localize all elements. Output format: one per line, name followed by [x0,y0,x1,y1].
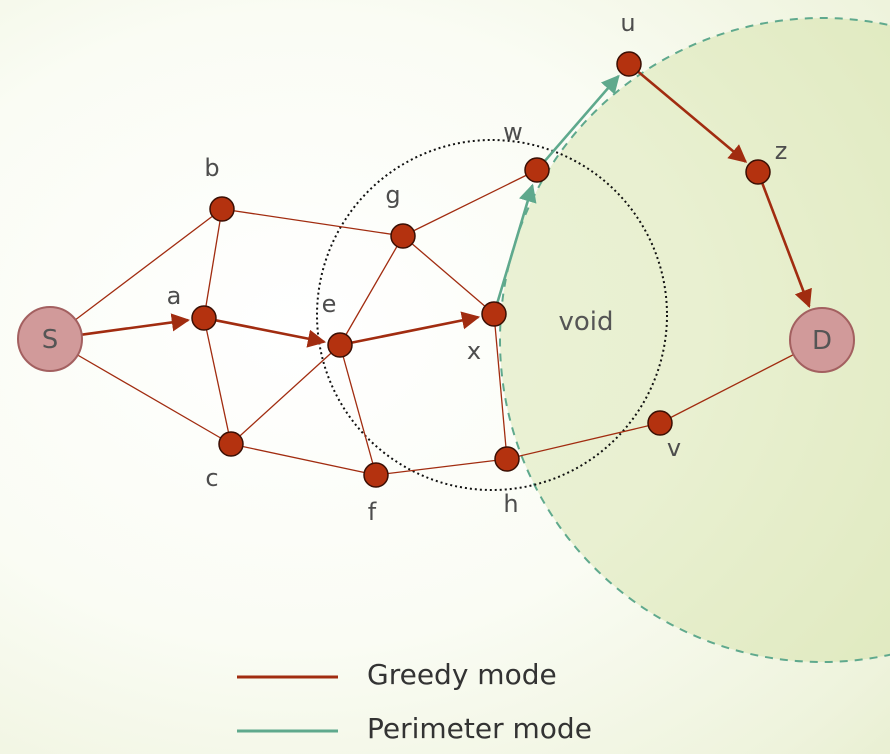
node-label-h: h [503,490,518,518]
node-v [647,410,673,436]
edge-x-h [493,313,508,460]
greedy-edge-a-e [215,319,327,348]
node-w [524,157,550,183]
node-label-v: v [667,434,681,462]
node-a [191,305,217,331]
node-label-u: u [620,9,635,37]
edge-b-a [203,208,223,319]
edge-g-w [402,169,538,237]
edge-b-g [221,208,404,237]
node-z [745,159,771,185]
void-label: void [558,307,613,337]
node-D [789,307,855,373]
edge-e-g [339,235,404,346]
edge-e-f [339,344,377,476]
node-h [494,446,520,472]
legend-greedy-label: Greedy mode [367,658,557,691]
node-u [616,51,642,77]
greedy-edge-e-x [351,311,481,344]
greedy-edge-S-a [81,313,190,336]
nodes-layer [17,51,855,488]
node-S [17,306,83,372]
perimeter-edge-x-w [496,183,537,303]
greedy-edge-u-z [637,70,748,163]
node-label-a: a [167,282,182,310]
node-g [390,223,416,249]
node-b [209,196,235,222]
labels-layer: Sa b c e f g x w h u z v D [42,9,832,526]
node-f [363,462,389,488]
node-e [327,332,353,358]
edge-S-b [49,208,223,340]
node-c [218,431,244,457]
void-region [499,17,890,663]
perimeter-edge-w-u [543,74,620,162]
node-x [481,301,507,327]
radio-range-circle [316,139,668,491]
node-label-w: w [503,118,523,146]
perimeter-path-layer [496,74,620,303]
legend-perimeter-label: Perimeter mode [367,712,592,745]
node-label-D: D [812,326,832,356]
greedy-path-layer [81,70,812,348]
node-label-c: c [205,464,218,492]
node-label-g: g [385,181,400,209]
edge-c-e [230,344,341,445]
node-label-S: S [42,325,59,355]
greedy-edge-z-D [761,182,812,309]
node-label-x: x [467,337,481,365]
edge-S-c [49,338,232,445]
edge-f-h [375,458,508,476]
edge-a-c [203,317,232,445]
node-label-b: b [204,154,219,182]
edge-c-f [230,443,377,476]
node-label-e: e [322,290,337,318]
edge-g-x [402,235,495,315]
edge-h-v [506,422,661,460]
node-label-f: f [368,498,377,526]
node-label-z: z [775,137,788,165]
